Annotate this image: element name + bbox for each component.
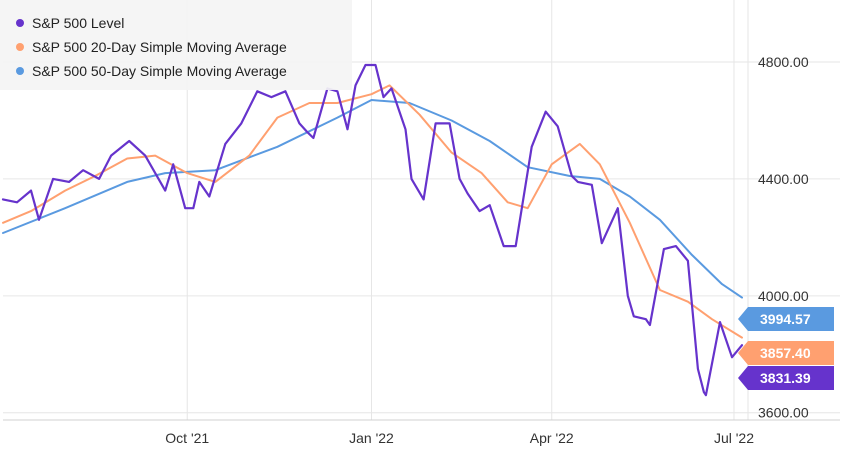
end-tag-shape <box>738 307 834 331</box>
x-tick-label-0: Oct '21 <box>165 430 209 446</box>
end-tag-value: 3994.57 <box>760 311 811 327</box>
legend-label: S&P 500 20-Day Simple Moving Average <box>32 39 287 55</box>
end-value-tags: 3994.57 3857.40 3831.39 <box>738 307 834 390</box>
legend-marker <box>16 43 24 51</box>
legend-marker <box>16 67 24 75</box>
y-tick-label-4400: 4400.00 <box>758 171 809 187</box>
end-tag-value: 3857.40 <box>760 345 811 361</box>
x-tick-label-2: Apr '22 <box>530 430 574 446</box>
end-tag-shape <box>738 366 834 390</box>
series-line-sp-500-50-day-simple-moving-average <box>2 99 743 299</box>
legend-marker <box>16 19 24 27</box>
legend: S&P 500 Level S&P 500 20-Day Simple Movin… <box>0 0 352 90</box>
series-line-sp-500-level <box>1 63 744 397</box>
y-tick-label-3600: 3600.00 <box>758 405 809 421</box>
y-axis: 3600.00 4000.00 4400.00 4800.00 <box>758 54 809 421</box>
y-tick-label-4000: 4000.00 <box>758 288 809 304</box>
end-tag-shape <box>738 341 834 365</box>
legend-label: S&P 500 50-Day Simple Moving Average <box>32 63 287 79</box>
end-tag-sp-500-20-day-simple-moving-average: 3857.40 <box>738 341 834 365</box>
end-tag-sp-500-50-day-simple-moving-average: 3994.57 <box>738 307 834 331</box>
legend-label: S&P 500 Level <box>32 15 124 31</box>
y-tick-label-4800: 4800.00 <box>758 54 809 70</box>
x-tick-label-3: Jul '22 <box>714 430 754 446</box>
series-lines <box>1 63 744 397</box>
legend-item-sp-500-20-day-simple-moving-average: S&P 500 20-Day Simple Moving Average <box>16 39 287 55</box>
x-tick-label-1: Jan '22 <box>349 430 394 446</box>
end-tag-value: 3831.39 <box>760 370 811 386</box>
legend-item-sp-500-level: S&P 500 Level <box>16 15 124 31</box>
end-tag-sp-500-level: 3831.39 <box>738 366 834 390</box>
legend-item-sp-500-50-day-simple-moving-average: S&P 500 50-Day Simple Moving Average <box>16 63 287 79</box>
series-line-sp-500-20-day-simple-moving-average <box>2 84 743 339</box>
legend-background <box>0 0 352 90</box>
x-axis: Oct '21 Jan '22 Apr '22 Jul '22 <box>165 430 754 446</box>
